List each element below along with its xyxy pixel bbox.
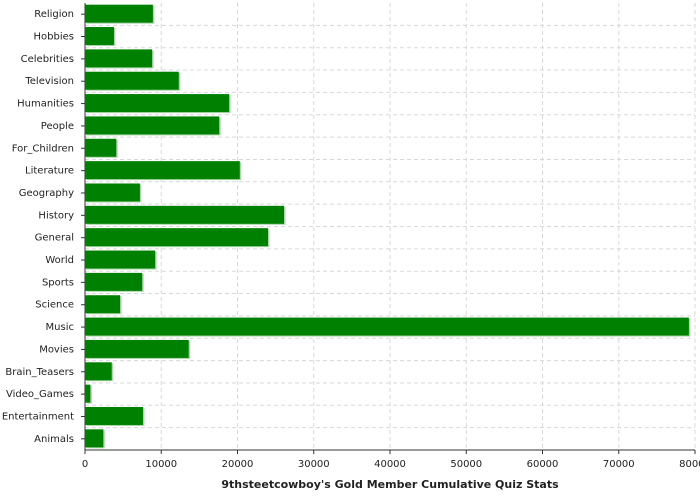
- bar: [85, 272, 143, 291]
- x-tick-label: 60000: [527, 459, 559, 470]
- y-tick-label: World: [45, 255, 74, 266]
- bar: [85, 71, 179, 90]
- bar: [85, 362, 112, 381]
- y-tick-label: People: [41, 121, 74, 132]
- x-tick-label: 80000: [679, 459, 700, 470]
- y-tick-label: For_Children: [12, 143, 74, 154]
- y-tick-label: Animals: [34, 434, 74, 445]
- y-tick-label: Humanities: [17, 99, 74, 110]
- bar: [85, 27, 114, 46]
- bar: [85, 161, 240, 180]
- y-tick-label: Religion: [34, 9, 74, 20]
- bar: [85, 250, 156, 269]
- bar: [85, 49, 153, 68]
- y-tick-label: Television: [24, 76, 74, 87]
- bar: [85, 138, 117, 157]
- x-tick-label: 70000: [603, 459, 635, 470]
- y-tick-label: Movies: [39, 344, 74, 355]
- x-axis-title: 9thsteetcowboy's Gold Member Cumulative …: [221, 478, 559, 491]
- y-tick-label: Science: [35, 300, 74, 311]
- y-tick-label: History: [38, 210, 74, 221]
- x-tick-label: 50000: [450, 459, 482, 470]
- y-tick-label: Geography: [19, 188, 74, 199]
- y-tick-label: Literature: [25, 166, 74, 177]
- y-tick-label: Celebrities: [21, 54, 74, 65]
- bar: [85, 317, 689, 336]
- x-tick-label: 20000: [222, 459, 254, 470]
- y-tick-label: Sports: [42, 277, 74, 288]
- bar: [85, 205, 285, 224]
- bar: [85, 295, 121, 314]
- y-tick-label: Music: [46, 322, 74, 333]
- y-tick-label: Brain_Teasers: [5, 367, 74, 378]
- bar: [85, 228, 268, 247]
- y-tick-label: Hobbies: [34, 32, 74, 43]
- x-tick-label: 0: [82, 459, 88, 470]
- bar: [85, 183, 140, 202]
- bar: [85, 406, 143, 425]
- x-tick-label: 40000: [374, 459, 406, 470]
- y-tick-label: Entertainment: [2, 411, 74, 422]
- bar: [85, 384, 91, 403]
- bar: [85, 4, 153, 23]
- y-tick-label: General: [35, 233, 74, 244]
- bar: [85, 116, 220, 135]
- bar: [85, 339, 189, 358]
- y-tick-label: Video_Games: [6, 389, 74, 400]
- x-tick-label: 10000: [145, 459, 177, 470]
- bar: [85, 429, 104, 448]
- x-tick-label: 30000: [298, 459, 330, 470]
- bar: [85, 94, 230, 113]
